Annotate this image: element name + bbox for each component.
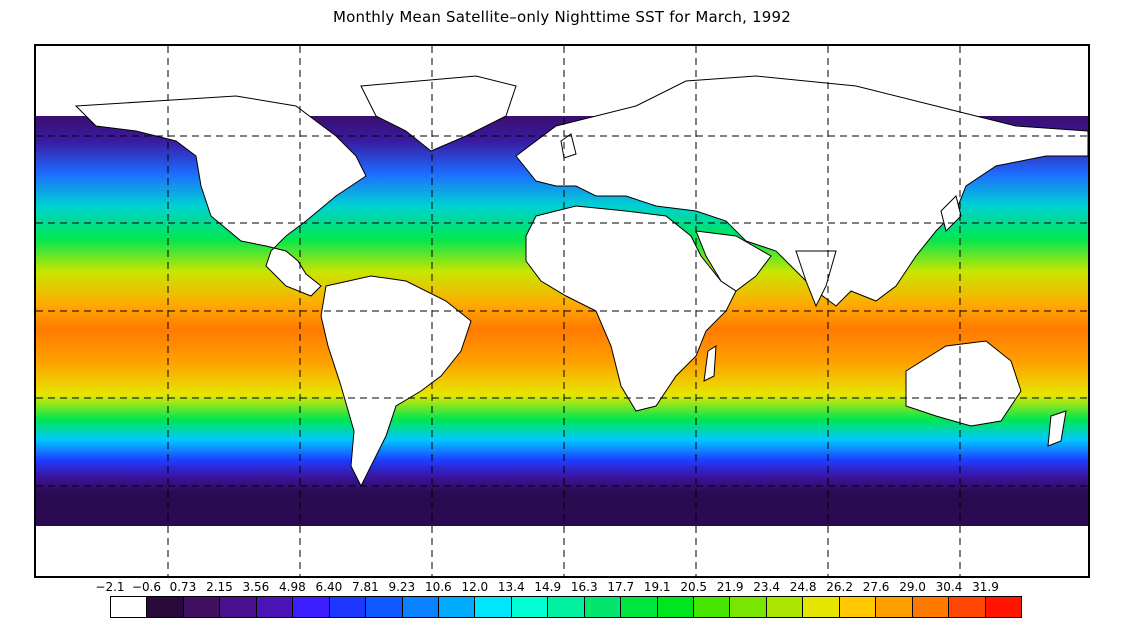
legend-swatch xyxy=(912,597,950,617)
legend-tick-label: −0.6 xyxy=(131,580,162,594)
legend-swatch xyxy=(803,597,840,617)
eurasia-land xyxy=(515,75,1088,307)
legend-swatch xyxy=(511,597,549,617)
legend-tick-label: 27.6 xyxy=(862,580,890,594)
graticule xyxy=(36,46,1088,576)
africa-land xyxy=(525,205,737,412)
legend-tick-label: 29.0 xyxy=(899,580,926,594)
legend-color-bar xyxy=(110,596,1022,618)
greenland-land xyxy=(360,75,517,152)
legend-swatch xyxy=(694,597,731,617)
legend-tick-label: 13.4 xyxy=(497,580,525,594)
legend-swatch xyxy=(147,597,184,617)
south-america-land xyxy=(320,275,472,488)
legend-swatch xyxy=(949,597,986,617)
legend-swatch xyxy=(548,597,585,617)
legend-swatch xyxy=(438,597,476,617)
legend-tick-label: 4.98 xyxy=(279,580,306,594)
legend-swatch xyxy=(475,597,512,617)
legend-tick-label: 19.1 xyxy=(643,580,671,594)
legend-tick-label: 21.9 xyxy=(716,580,744,594)
legend-tick-label: 0.73 xyxy=(169,580,197,594)
legend-tick-label: 10.6 xyxy=(424,580,452,594)
antarctic-ice xyxy=(36,526,1088,576)
color-scale-legend: −2.1 −0.6 0.73 2.15 3.56 4.98 6.40 7.81 9.23 10.6… xyxy=(0,578,1124,622)
legend-tick-label: 14.9 xyxy=(534,580,562,594)
legend-tick-label: 12.0 xyxy=(461,580,489,594)
legend-tick-label: 16.3 xyxy=(570,580,598,594)
legend-swatch xyxy=(876,597,913,617)
north-america-land xyxy=(74,95,367,297)
sst-map-canvas xyxy=(36,46,1088,576)
legend-tick-label: 23.4 xyxy=(753,580,780,594)
legend-tick-label: 31.9 xyxy=(972,580,999,594)
australia-land xyxy=(905,340,1022,427)
legend-swatch xyxy=(402,597,439,617)
legend-tick-label: −2.1 xyxy=(95,580,125,594)
legend-tick-label: 24.8 xyxy=(789,580,817,594)
new-zealand-land xyxy=(1047,410,1067,447)
legend-tick-labels: −2.1 −0.6 0.73 2.15 3.56 4.98 6.40 7.81 9.23 10.6… xyxy=(0,580,1124,596)
legend-swatch xyxy=(329,597,367,617)
landmasses xyxy=(74,75,1088,488)
legend-tick-label: 6.40 xyxy=(315,580,343,594)
legend-swatch xyxy=(256,597,294,617)
arabia-land xyxy=(695,230,772,292)
legend-tick-label: 30.4 xyxy=(935,580,963,594)
legend-swatch xyxy=(766,597,804,617)
legend-swatch xyxy=(985,597,1021,617)
legend-swatch xyxy=(183,597,221,617)
legend-tick-label: 26.2 xyxy=(826,580,853,594)
legend-tick-label: 3.56 xyxy=(242,580,270,594)
japan-land xyxy=(940,195,962,232)
legend-swatch xyxy=(111,597,148,617)
legend-tick-label: 17.7 xyxy=(607,580,635,594)
legend-swatch xyxy=(220,597,257,617)
india-land xyxy=(795,250,837,308)
legend-tick-label: 7.81 xyxy=(352,580,379,594)
chart-title: Monthly Mean Satellite–only Nighttime SS… xyxy=(332,8,792,26)
madagascar-land xyxy=(703,345,717,382)
legend-tick-label: 2.15 xyxy=(206,580,233,594)
legend-tick-label: 9.23 xyxy=(388,580,416,594)
legend-swatch xyxy=(584,597,622,617)
legend-swatch xyxy=(730,597,767,617)
legend-swatch xyxy=(657,597,694,617)
legend-swatch xyxy=(621,597,658,617)
legend-swatch xyxy=(839,597,877,617)
sst-map xyxy=(34,44,1090,578)
legend-tick-label: 20.5 xyxy=(680,580,708,594)
legend-swatch xyxy=(293,597,330,617)
legend-swatch xyxy=(366,597,403,617)
